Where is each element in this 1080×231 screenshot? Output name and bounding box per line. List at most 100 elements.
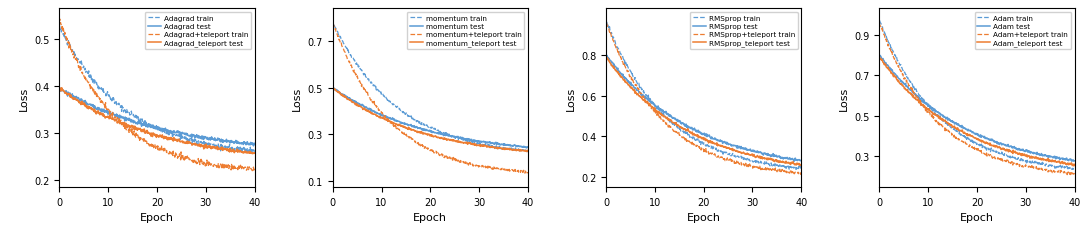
Adam train	[966, 141, 978, 144]
Line: Adagrad train: Adagrad train	[59, 26, 255, 153]
Adagrad+teleport train	[214, 164, 227, 167]
RMSprop test	[795, 159, 808, 162]
RMSprop train	[705, 145, 718, 148]
momentum+teleport train	[420, 147, 433, 149]
RMSprop+teleport train	[716, 156, 729, 159]
RMSprop+teleport train	[795, 173, 808, 176]
Adagrad_teleport test	[170, 138, 183, 141]
RMSprop_teleport test	[791, 164, 804, 166]
momentum train	[432, 129, 445, 132]
Adagrad_teleport test	[214, 147, 227, 150]
X-axis label: Epoch: Epoch	[414, 212, 447, 222]
Adagrad train	[239, 152, 252, 155]
Adam train	[873, 21, 886, 23]
Line: RMSprop+teleport train: RMSprop+teleport train	[606, 24, 801, 175]
Adam_teleport test	[1064, 162, 1077, 165]
Line: Adam_teleport test: Adam_teleport test	[879, 58, 1075, 166]
Adam_teleport test	[989, 146, 1002, 148]
Adam_teleport test	[1068, 163, 1080, 166]
Adam+teleport train	[978, 153, 991, 156]
Adam train	[874, 20, 887, 23]
Adagrad_teleport test	[55, 87, 68, 90]
momentum test	[443, 135, 456, 137]
RMSprop+teleport train	[791, 171, 804, 173]
momentum_teleport test	[486, 146, 499, 149]
momentum test	[516, 145, 529, 148]
momentum_teleport test	[521, 151, 534, 153]
momentum train	[486, 146, 499, 148]
RMSprop+teleport train	[599, 22, 612, 25]
momentum train	[419, 125, 432, 128]
Adam+teleport train	[1064, 171, 1077, 174]
Adagrad_teleport test	[159, 137, 172, 140]
Line: Adam test: Adam test	[879, 55, 1075, 161]
momentum_teleport test	[516, 149, 529, 152]
Y-axis label: Loss: Loss	[292, 86, 302, 110]
momentum+teleport train	[516, 170, 529, 173]
momentum_teleport test	[419, 133, 432, 135]
Adagrad_teleport test	[246, 153, 259, 155]
Adagrad+teleport train	[53, 21, 66, 24]
Line: RMSprop_teleport test: RMSprop_teleport test	[606, 58, 801, 166]
Legend: Adam train, Adam test, Adam+teleport train, Adam_teleport test: Adam train, Adam test, Adam+teleport tra…	[974, 13, 1071, 50]
Adam test	[1064, 158, 1077, 161]
Adagrad_teleport test	[147, 133, 160, 135]
Line: Adagrad_teleport test: Adagrad_teleport test	[59, 88, 255, 154]
Adam train	[989, 150, 1002, 153]
RMSprop+teleport train	[600, 22, 613, 25]
X-axis label: Epoch: Epoch	[140, 212, 174, 222]
Line: Adam+teleport train: Adam+teleport train	[879, 24, 1075, 175]
Adagrad+teleport train	[248, 169, 261, 171]
Adam train	[1034, 162, 1047, 165]
momentum train	[521, 151, 534, 153]
RMSprop+teleport train	[693, 148, 706, 151]
RMSprop+teleport train	[795, 172, 808, 174]
Adam test	[1032, 153, 1045, 156]
Adagrad+teleport train	[159, 149, 172, 152]
RMSprop train	[789, 168, 802, 171]
RMSprop_teleport test	[795, 164, 808, 167]
Adam test	[967, 132, 980, 134]
RMSprop train	[795, 168, 808, 171]
Line: momentum+teleport train: momentum+teleport train	[333, 24, 528, 173]
momentum_teleport test	[326, 87, 339, 90]
momentum+teleport train	[522, 171, 535, 174]
Adagrad train	[159, 130, 172, 133]
Adam+teleport train	[967, 147, 980, 150]
momentum test	[419, 129, 432, 132]
RMSprop test	[692, 131, 705, 134]
RMSprop test	[791, 159, 804, 161]
momentum_teleport test	[443, 139, 456, 141]
Adagrad test	[213, 138, 226, 141]
momentum train	[522, 150, 535, 153]
Adagrad_teleport test	[244, 150, 257, 153]
momentum train	[443, 133, 456, 136]
RMSprop train	[693, 140, 706, 143]
Adagrad test	[170, 131, 183, 134]
Adagrad_teleport test	[248, 152, 261, 155]
Line: Adam train: Adam train	[879, 22, 1075, 170]
momentum+teleport train	[419, 146, 432, 149]
momentum_teleport test	[420, 133, 433, 136]
Adagrad train	[213, 146, 226, 149]
Adam+teleport train	[1032, 168, 1045, 171]
RMSprop train	[599, 20, 612, 22]
Adagrad train	[146, 126, 159, 129]
Adagrad test	[248, 143, 261, 146]
Adagrad test	[146, 126, 159, 129]
Adam test	[978, 137, 991, 140]
momentum_teleport test	[432, 137, 445, 139]
momentum+teleport train	[326, 22, 339, 25]
Adam train	[1065, 168, 1078, 171]
RMSprop test	[693, 132, 706, 135]
momentum test	[519, 147, 532, 149]
Adam test	[1068, 160, 1080, 162]
Adam test	[1065, 160, 1078, 163]
momentum+teleport train	[432, 152, 445, 155]
Adam_teleport test	[1032, 158, 1045, 161]
momentum+teleport train	[518, 172, 531, 175]
RMSprop+teleport train	[692, 146, 705, 148]
momentum test	[486, 142, 499, 145]
Line: RMSprop train: RMSprop train	[606, 21, 801, 170]
Adagrad+teleport train	[147, 147, 160, 149]
